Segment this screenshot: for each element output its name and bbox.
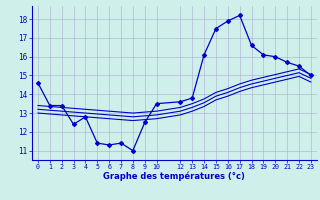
X-axis label: Graphe des températures (°c): Graphe des températures (°c) <box>103 172 245 181</box>
